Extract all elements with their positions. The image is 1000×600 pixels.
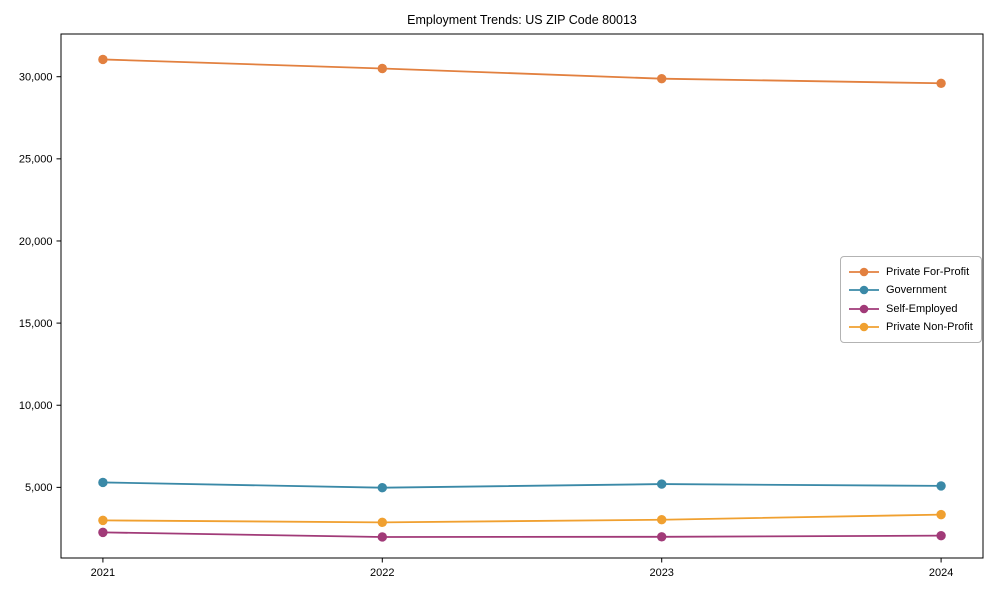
y-axis-tick-label: 10,000 bbox=[19, 400, 53, 412]
legend-item-private-non-profit: Private Non-Profit bbox=[849, 318, 973, 336]
x-axis-tick-label: 2024 bbox=[929, 567, 953, 579]
legend-swatch-private-for-profit bbox=[849, 267, 879, 277]
data-point-self-employed-2023 bbox=[656, 532, 667, 542]
data-point-self-employed-2022 bbox=[377, 532, 388, 542]
data-point-government-2021 bbox=[98, 477, 108, 488]
y-axis-tick-label: 5,000 bbox=[25, 482, 53, 494]
series-line-private-for-profit bbox=[102, 58, 942, 85]
legend: Private For-Profit Government Self-Employe… bbox=[840, 256, 982, 343]
legend-marker-icon bbox=[859, 286, 869, 295]
data-point-government-2022 bbox=[377, 482, 388, 493]
data-point-self-employed-2024 bbox=[936, 530, 946, 541]
y-axis-tick-label: 30,000 bbox=[19, 72, 53, 84]
chart-title: Employment Trends: US ZIP Code 80013 bbox=[407, 13, 637, 27]
data-point-government-2023 bbox=[656, 479, 667, 489]
legend-item-government: Government bbox=[849, 281, 973, 299]
y-axis-tick-label: 25,000 bbox=[19, 154, 53, 166]
legend-item-private-for-profit: Private For-Profit bbox=[849, 263, 973, 281]
series-line-self-employed bbox=[102, 531, 942, 538]
x-axis-tick-label: 2021 bbox=[91, 567, 115, 579]
legend-item-self-employed: Self-Employed bbox=[849, 300, 973, 318]
data-point-self-employed-2021 bbox=[98, 527, 108, 538]
y-axis-tick-label: 15,000 bbox=[19, 318, 53, 330]
series-line-government bbox=[102, 481, 942, 489]
data-point-private-non-profit-2024 bbox=[936, 509, 946, 520]
data-point-private-non-profit-2023 bbox=[656, 515, 667, 525]
x-axis-tick-label: 2023 bbox=[649, 567, 673, 579]
data-point-private-non-profit-2021 bbox=[98, 515, 108, 526]
legend-swatch-self-employed bbox=[849, 304, 879, 313]
data-point-private-for-profit-2023 bbox=[656, 73, 667, 84]
legend-label: Private For-Profit bbox=[886, 266, 970, 279]
legend-marker-icon bbox=[859, 322, 869, 332]
data-point-private-for-profit-2022 bbox=[377, 63, 388, 74]
y-axis-tick-label: 20,000 bbox=[19, 236, 53, 248]
series-line-private-non-profit bbox=[102, 513, 942, 524]
legend-label: Self-Employed bbox=[886, 302, 958, 315]
data-point-private-for-profit-2024 bbox=[936, 78, 946, 88]
data-point-private-non-profit-2022 bbox=[377, 517, 388, 528]
legend-label: Government bbox=[886, 284, 947, 297]
legend-marker-icon bbox=[859, 267, 869, 277]
data-point-private-for-profit-2021 bbox=[98, 54, 108, 65]
legend-marker-icon bbox=[859, 304, 869, 313]
data-point-government-2024 bbox=[936, 481, 946, 491]
legend-swatch-government bbox=[849, 286, 879, 295]
legend-swatch-private-non-profit bbox=[849, 322, 879, 332]
legend-label: Private Non-Profit bbox=[886, 320, 973, 333]
axes-spines bbox=[60, 33, 984, 559]
x-axis-tick-label: 2022 bbox=[370, 567, 394, 579]
